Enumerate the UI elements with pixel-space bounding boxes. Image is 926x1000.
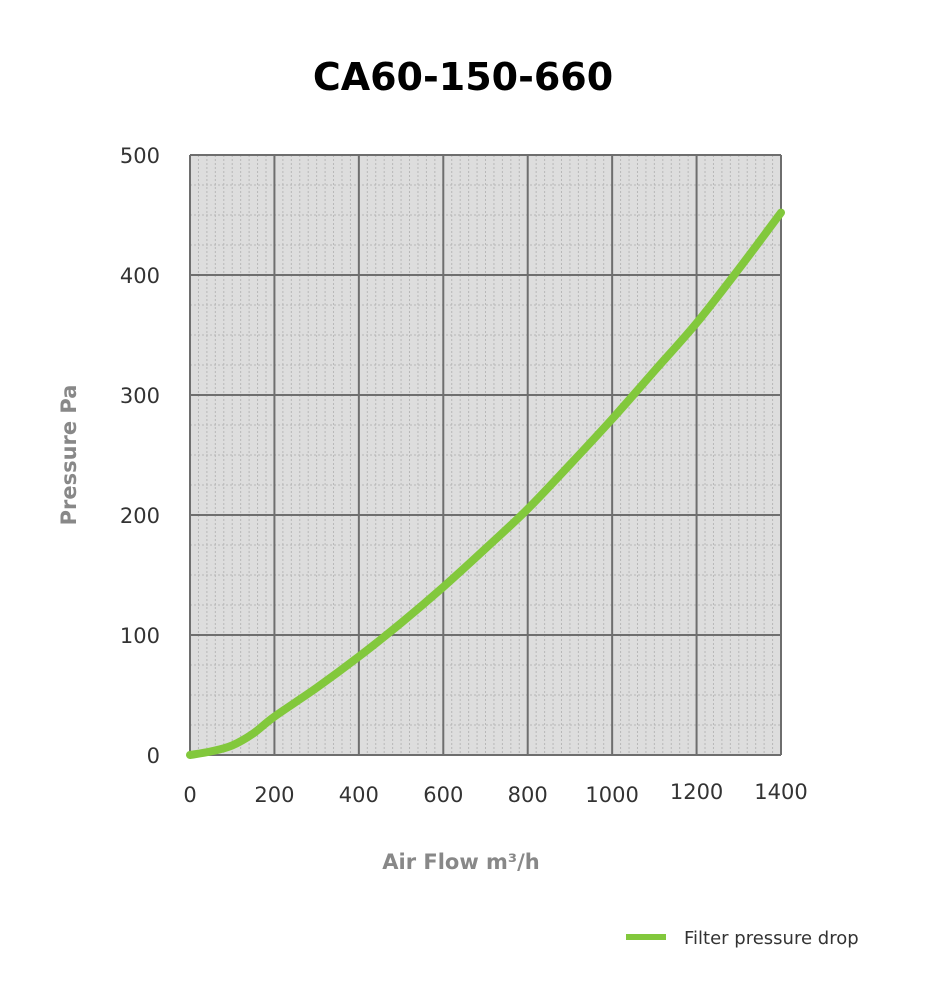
x-axis-label: Air Flow m³/h xyxy=(382,850,540,874)
x-tick-label: 600 xyxy=(423,783,463,807)
series-line xyxy=(186,208,785,759)
x-tick-label: 400 xyxy=(339,783,379,807)
y-tick-label: 0 xyxy=(147,744,160,768)
x-tick-labels: 0 200 400 600 800 1000 1200 1400 xyxy=(183,780,807,807)
x-tick-label: 1400 xyxy=(754,780,807,804)
y-tick-label: 400 xyxy=(120,264,160,288)
y-tick-label: 100 xyxy=(120,624,160,648)
y-tick-label: 200 xyxy=(120,504,160,528)
series-lines xyxy=(186,208,785,759)
legend: Filter pressure drop xyxy=(626,928,859,949)
x-tick-label: 200 xyxy=(254,783,294,807)
minor-grid xyxy=(190,155,781,755)
x-tick-label: 800 xyxy=(508,783,548,807)
y-tick-label: 500 xyxy=(120,144,160,168)
chart-title: CA60-150-660 xyxy=(313,55,613,99)
y-tick-labels: 0 100 200 300 400 500 xyxy=(120,144,160,768)
x-tick-label: 1200 xyxy=(670,780,723,804)
x-tick-label: 1000 xyxy=(585,783,638,807)
y-tick-label: 300 xyxy=(120,384,160,408)
legend-label: Filter pressure drop xyxy=(684,928,859,949)
x-tick-label: 0 xyxy=(183,783,196,807)
major-grid xyxy=(189,154,782,756)
y-axis-label: Pressure Pa xyxy=(57,385,81,526)
